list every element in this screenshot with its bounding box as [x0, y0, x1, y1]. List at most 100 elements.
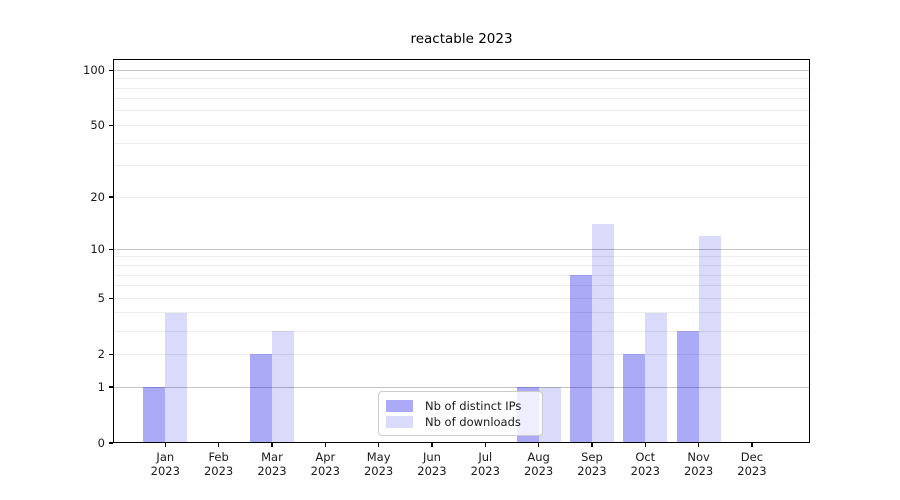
y-tick-label: 5: [97, 291, 105, 306]
gridline-minor: [113, 196, 810, 198]
year-label: 2023: [363, 463, 394, 478]
gridline-minor: [113, 124, 810, 126]
month-label: Jul: [478, 450, 493, 464]
gridline-minor: [113, 285, 810, 287]
chart-title: reactable 2023: [410, 31, 513, 47]
month-label: Dec: [740, 450, 764, 464]
gridline-minor: [113, 330, 810, 332]
bar-downloads: [538, 387, 561, 442]
year-label: 2023: [470, 463, 500, 478]
month-label: May: [366, 450, 391, 464]
month-label: Oct: [635, 450, 656, 464]
x-tick-label: Sep 2023: [560, 450, 624, 478]
y-tick-mark: [109, 196, 113, 198]
x-tick-mark: [644, 443, 646, 447]
legend: Nb of distinct IPs Nb of downloads: [378, 391, 543, 436]
legend-label: Nb of distinct IPs: [425, 398, 522, 413]
bar-downloads: [271, 331, 294, 442]
legend-label: Nb of downloads: [425, 414, 521, 429]
y-tick-mark: [109, 124, 113, 126]
month-label: Feb: [208, 450, 229, 464]
x-tick-label: Oct 2023: [613, 450, 677, 478]
x-tick-mark: [324, 443, 326, 447]
x-tick-mark: [164, 443, 166, 447]
month-label: Aug: [527, 450, 550, 464]
x-tick-mark: [751, 443, 753, 447]
year-label: 2023: [523, 463, 554, 478]
gridline-minor: [113, 98, 810, 100]
y-tick-mark: [109, 248, 113, 250]
y-tick-mark: [109, 353, 113, 355]
gridline-minor: [113, 87, 810, 89]
bar-downloads: [698, 235, 721, 442]
x-tick-mark: [538, 443, 540, 447]
x-tick-mark: [591, 443, 593, 447]
y-tick-label: 2: [97, 347, 105, 362]
month-label: Apr: [315, 450, 336, 464]
year-label: 2023: [577, 463, 607, 478]
x-tick-label: Jun 2023: [400, 450, 464, 478]
bar-distinct-ips: [623, 354, 646, 442]
gridline-minor: [113, 274, 810, 276]
x-tick-label: Dec 2023: [720, 450, 784, 478]
year-label: 2023: [257, 463, 287, 478]
gridline-minor: [113, 297, 810, 299]
y-tick-mark: [109, 297, 113, 299]
gridline-major: [113, 386, 810, 388]
year-label: 2023: [683, 463, 714, 478]
gridline-minor: [113, 256, 810, 258]
x-tick-label: Feb 2023: [187, 450, 251, 478]
legend-item: Nb of distinct IPs: [386, 398, 534, 413]
x-tick-mark: [698, 443, 700, 447]
y-tick-label: 50: [90, 118, 105, 133]
gridline-minor: [113, 312, 810, 314]
x-tick-mark: [378, 443, 380, 447]
year-label: 2023: [737, 463, 767, 478]
y-tick-label: 10: [90, 242, 105, 257]
gridline-major: [113, 69, 810, 71]
month-label: Mar: [261, 450, 283, 464]
x-tick-mark: [484, 443, 486, 447]
y-tick-label: 100: [83, 63, 105, 78]
x-tick-label: Mar 2023: [240, 450, 304, 478]
month-label: Sep: [581, 450, 603, 464]
legend-item: Nb of downloads: [386, 414, 534, 429]
x-tick-label: Aug 2023: [507, 450, 571, 478]
gridline-major: [113, 248, 810, 250]
x-tick-mark: [431, 443, 433, 447]
month-label: Jan: [156, 450, 175, 464]
year-label: 2023: [417, 463, 447, 478]
y-tick-mark: [109, 69, 113, 71]
x-tick-label: Nov 2023: [667, 450, 731, 478]
month-label: Jun: [422, 450, 441, 464]
x-tick-mark: [218, 443, 220, 447]
bar-distinct-ips: [143, 387, 166, 442]
x-tick-label: Jan 2023: [133, 450, 197, 478]
year-label: 2023: [310, 463, 340, 478]
x-tick-label: Jul 2023: [453, 450, 517, 478]
legend-swatch-distinct-ips: [386, 399, 413, 412]
month-label: Nov: [687, 450, 710, 464]
bar-distinct-ips: [249, 354, 272, 442]
gridline-minor: [113, 110, 810, 112]
x-tick-label: May 2023: [347, 450, 411, 478]
bar-distinct-ips: [676, 331, 699, 442]
x-tick-mark: [271, 443, 273, 447]
year-label: 2023: [203, 463, 234, 478]
bar-downloads: [165, 312, 188, 442]
year-label: 2023: [630, 463, 660, 478]
gridline-minor: [113, 165, 810, 167]
gridline-minor: [113, 353, 810, 355]
gridline-minor: [113, 265, 810, 266]
y-tick-mark: [109, 442, 113, 444]
y-tick-mark: [109, 386, 113, 388]
bar-distinct-ips: [569, 275, 592, 442]
x-tick-label: Apr 2023: [293, 450, 357, 478]
bar-downloads: [591, 224, 614, 442]
bar-downloads: [645, 312, 668, 442]
legend-swatch-downloads: [386, 415, 413, 428]
y-tick-label: 20: [90, 190, 105, 205]
gridline-minor: [113, 142, 810, 144]
gridline-minor: [113, 78, 810, 80]
